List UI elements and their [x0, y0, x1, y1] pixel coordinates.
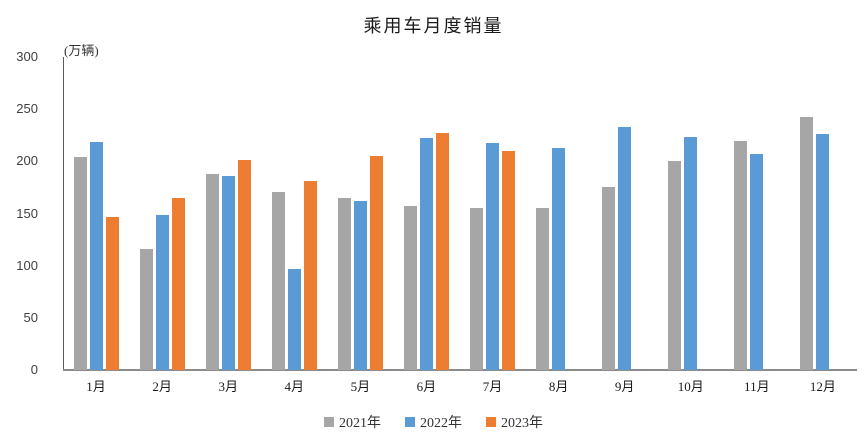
bar-2021年-2月	[139, 249, 153, 370]
bar-2021年-3月	[205, 174, 219, 370]
y-tick-label: 100	[16, 257, 38, 273]
y-tick-label: 50	[23, 309, 38, 325]
y-axis-line	[63, 57, 64, 370]
x-tick-label-1月: 1月	[86, 379, 106, 394]
x-tick-label-2月: 2月	[152, 379, 172, 394]
legend-swatch-icon	[486, 417, 496, 427]
x-tick-label-7月: 7月	[482, 379, 503, 394]
bar-2021年-11月	[734, 141, 748, 370]
bar-2022年-4月	[287, 269, 301, 370]
legend: 2021年 2022年 2023年	[0, 412, 867, 432]
legend-item-2021年: 2021年	[324, 412, 381, 432]
bar-2021年-6月	[403, 206, 417, 370]
x-tick-label-8月: 8月	[548, 379, 569, 394]
x-tick-label-9月: 9月	[614, 379, 635, 394]
bar-2023年-3月	[237, 159, 251, 370]
y-tick-label: 150	[16, 205, 38, 221]
bar-group-5月	[327, 57, 393, 370]
bar-2021年-12月	[800, 117, 814, 370]
bar-2021年-7月	[470, 208, 483, 370]
y-tick-label: 200	[16, 153, 38, 169]
bar-group-9月	[592, 57, 658, 370]
x-tick-label-5月: 5月	[350, 379, 371, 394]
bar-2021年-1月	[73, 156, 87, 370]
bar-2023年-2月	[171, 197, 185, 370]
bar-group-4月	[261, 57, 327, 370]
bar-2022年-12月	[816, 133, 830, 370]
y-tick-label: 0	[30, 362, 38, 377]
x-tick-label-12月: 12月	[809, 379, 836, 394]
bar-2023年-5月	[369, 155, 383, 370]
bar-2021年-10月	[668, 160, 682, 370]
x-axis-line	[63, 369, 857, 371]
bar-2023年-4月	[303, 181, 317, 370]
bar-2023年-7月	[502, 150, 515, 370]
bar-group-1月	[63, 57, 129, 370]
bar-2022年-1月	[89, 141, 103, 370]
bar-2022年-7月	[486, 143, 499, 370]
bar-2022年-10月	[684, 137, 698, 370]
bar-2022年-8月	[552, 148, 566, 370]
legend-item-2022年: 2022年	[405, 412, 462, 432]
bar-2023年-6月	[435, 133, 449, 370]
bar-group-11月	[724, 57, 790, 370]
legend-item-2023年: 2023年	[486, 412, 543, 432]
y-axis-tick-labels: 0 50 100 150 200 250 300	[0, 50, 48, 377]
x-tick-label-3月: 3月	[218, 379, 238, 394]
bar-2022年-2月	[155, 214, 169, 370]
y-tick-label: 250	[16, 101, 38, 117]
legend-swatch-icon	[405, 417, 415, 427]
bar-group-8月	[526, 57, 592, 370]
legend-swatch-icon	[324, 417, 334, 427]
bar-2022年-9月	[618, 126, 632, 370]
axis-unit-label: (万辆)	[64, 43, 99, 58]
bar-2022年-6月	[419, 138, 433, 370]
bar-group-2月	[129, 57, 195, 370]
bar-group-6月	[393, 57, 459, 370]
bar-2021年-9月	[602, 187, 616, 370]
x-tick-label-4月: 4月	[284, 379, 305, 394]
x-tick-label-10月: 10月	[677, 379, 704, 394]
bar-2021年-4月	[271, 192, 285, 370]
bar-2021年-8月	[536, 208, 550, 370]
legend-label: 2021年	[339, 416, 381, 431]
chart-title: 乘用车月度销量	[363, 16, 504, 36]
bar-group-7月	[459, 57, 525, 370]
bar-2022年-11月	[750, 153, 764, 370]
bar-2023年-1月	[105, 216, 119, 370]
bar-2022年-3月	[221, 175, 235, 370]
bar-2022年-5月	[353, 200, 367, 370]
legend-label: 2023年	[501, 416, 543, 431]
bar-group-3月	[195, 57, 261, 370]
y-tick-label: 300	[16, 49, 38, 64]
plot-area	[63, 57, 856, 370]
bar-2021年-5月	[337, 198, 351, 370]
x-tick-label-6月: 6月	[416, 379, 437, 394]
x-axis-tick-labels: 1月 2月 3月 4月 5月 6月 7月 8月 9月 10月 11月 12月	[63, 376, 856, 395]
legend-label: 2022年	[420, 416, 462, 431]
x-tick-label-11月: 11月	[744, 379, 770, 394]
bar-group-10月	[658, 57, 724, 370]
bar-groups	[63, 57, 856, 370]
bar-group-12月	[790, 57, 856, 370]
